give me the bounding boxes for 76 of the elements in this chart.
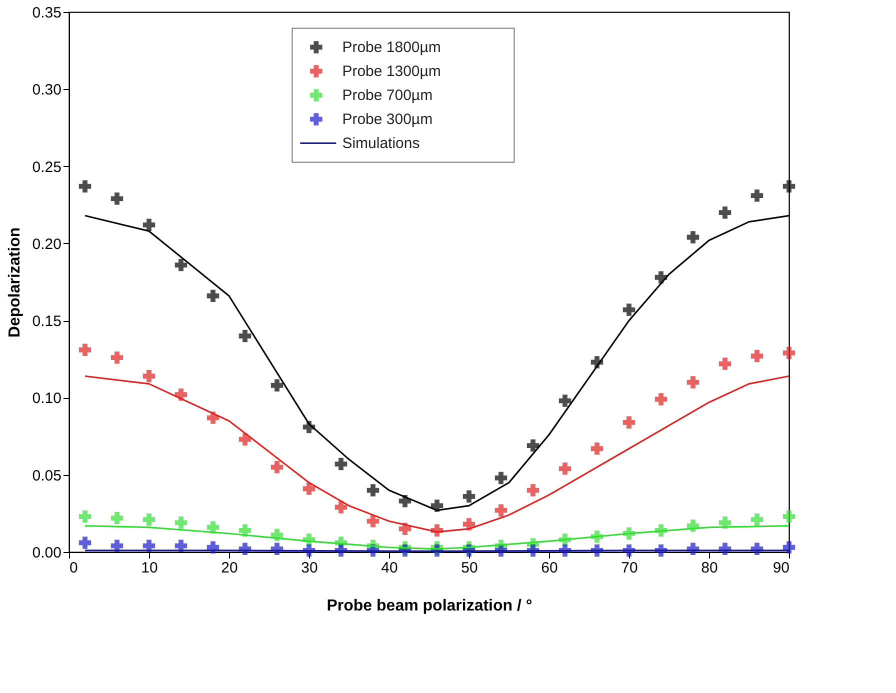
x-tick-label: 60	[541, 560, 558, 576]
legend-label: Probe 1300µm	[342, 63, 441, 80]
point	[782, 541, 796, 554]
point	[750, 189, 764, 202]
point	[238, 433, 252, 446]
y-tick-label: 0.15	[32, 313, 62, 330]
x-axis-title: Probe beam polarization / °	[326, 598, 532, 614]
point	[750, 350, 764, 362]
point	[174, 516, 188, 529]
y-tick-label: 0.20	[32, 236, 62, 253]
point	[78, 180, 92, 192]
point	[750, 513, 764, 526]
x-tick-label: 70	[621, 560, 638, 576]
x-tick-label: 40	[381, 560, 398, 576]
point	[174, 540, 188, 552]
point	[110, 192, 124, 205]
point	[526, 439, 540, 452]
point	[110, 512, 124, 524]
point	[78, 536, 92, 549]
point	[110, 351, 124, 364]
point	[622, 416, 636, 429]
point	[782, 510, 796, 523]
x-tick-label: 0	[70, 560, 78, 576]
point	[718, 516, 732, 529]
x-tick-label: 80	[701, 560, 718, 576]
point	[142, 218, 156, 232]
y-tick-label: 0.00	[32, 544, 62, 562]
x-tick-label: 30	[301, 560, 318, 576]
point	[782, 346, 796, 360]
y-axis-title: Depolarization	[6, 227, 24, 338]
point	[686, 376, 700, 388]
point	[398, 522, 412, 535]
x-tick-label: 90	[772, 560, 790, 576]
legend-label: Probe 700µm	[342, 87, 433, 104]
point	[494, 472, 508, 484]
point	[462, 490, 476, 503]
point	[270, 379, 284, 392]
point	[622, 304, 636, 316]
point	[686, 231, 700, 244]
x-tick-label: 10	[141, 560, 158, 576]
point	[526, 484, 540, 496]
point	[366, 515, 380, 528]
point	[270, 461, 284, 474]
legend-label: Probe 1800µm	[342, 39, 441, 56]
x-tick-label: 20	[221, 560, 238, 576]
point	[494, 504, 508, 516]
y-tick-label: 0.10	[32, 390, 62, 408]
y-tick-label: 0.30	[32, 82, 62, 99]
point	[174, 258, 188, 272]
x-tick-label: 50	[461, 560, 478, 576]
point	[590, 442, 604, 455]
point	[366, 484, 380, 496]
point	[558, 462, 572, 475]
point	[654, 393, 668, 406]
point	[206, 521, 220, 534]
point	[142, 540, 156, 552]
point	[142, 370, 156, 382]
point	[558, 394, 572, 407]
point	[718, 358, 732, 370]
point	[142, 513, 156, 526]
legend-label: Probe 300µm	[342, 111, 433, 128]
y-tick-label: 0.35	[32, 4, 62, 22]
point	[782, 180, 796, 192]
y-tick-label: 0.25	[32, 158, 62, 176]
point	[206, 290, 220, 302]
point	[238, 524, 252, 537]
point	[78, 510, 92, 523]
point	[238, 330, 252, 342]
point	[302, 482, 316, 495]
point	[718, 206, 732, 219]
point	[110, 540, 124, 552]
y-tick-label: 0.05	[32, 467, 62, 484]
point	[78, 344, 92, 356]
point	[334, 458, 348, 470]
legend-label: Simulations	[342, 135, 420, 152]
point	[334, 501, 348, 514]
